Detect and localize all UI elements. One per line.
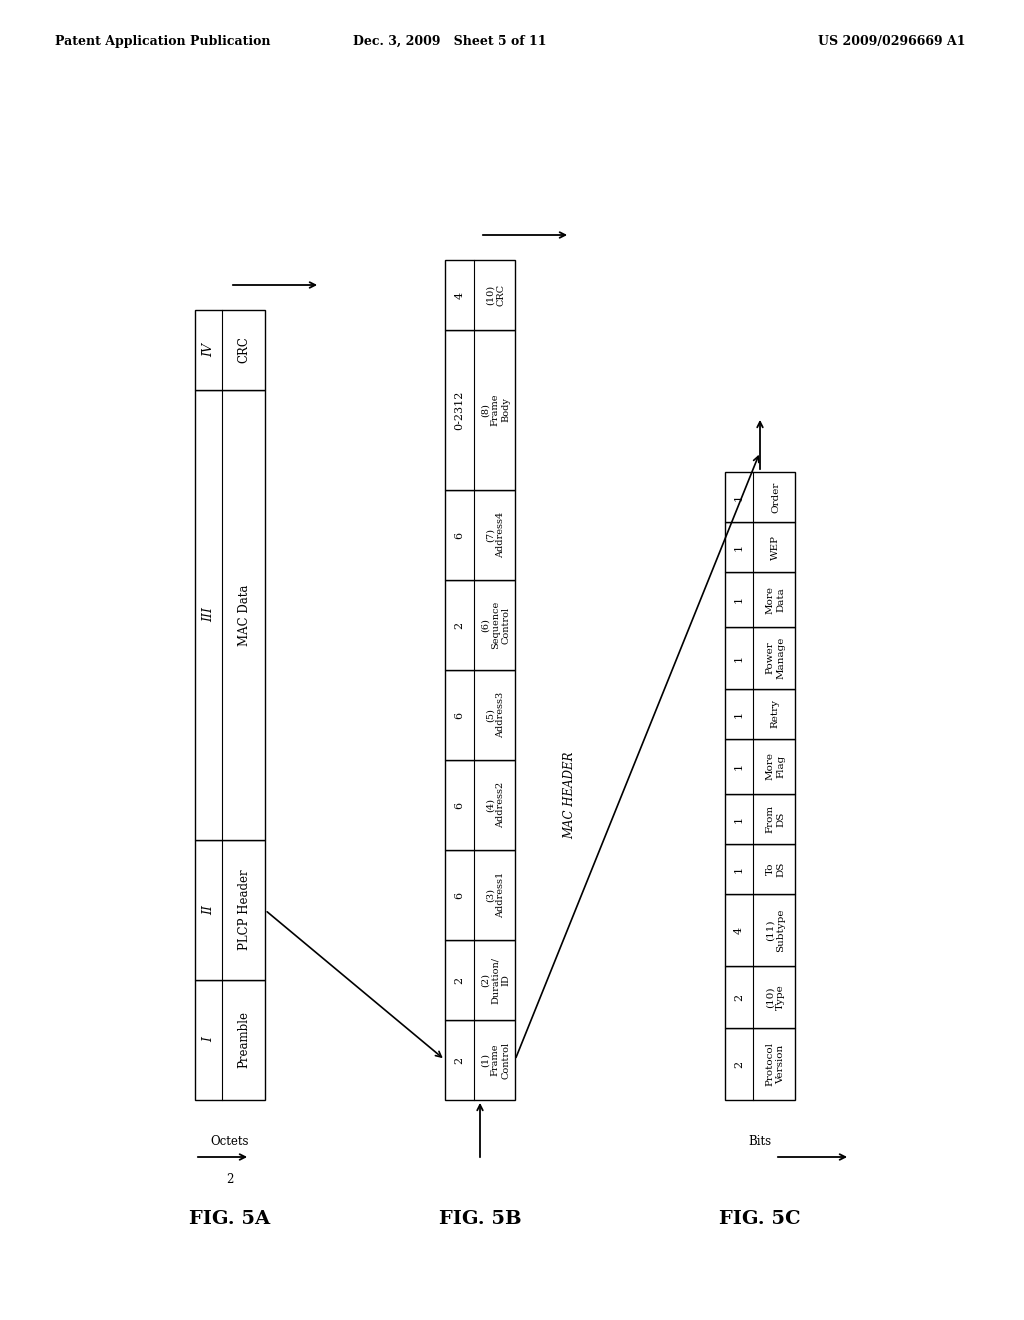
Text: Octets: Octets — [211, 1135, 249, 1148]
Text: (1)
Frame
Control: (1) Frame Control — [480, 1041, 510, 1078]
Text: I: I — [202, 1038, 215, 1043]
Text: (2)
Duration/
ID: (2) Duration/ ID — [480, 957, 510, 1003]
Text: MAC Data: MAC Data — [238, 585, 251, 645]
Text: 2: 2 — [226, 1173, 233, 1185]
Text: 2: 2 — [455, 1056, 465, 1064]
Text: 1: 1 — [734, 816, 744, 822]
Text: 4: 4 — [734, 927, 744, 933]
Text: Power
Manage: Power Manage — [766, 636, 785, 680]
Bar — [195, 389, 265, 840]
Text: (10)
Type: (10) Type — [766, 985, 785, 1010]
Text: (8)
Frame
Body: (8) Frame Body — [480, 393, 510, 426]
Text: More
Flag: More Flag — [766, 752, 785, 780]
Bar — [195, 840, 265, 979]
Text: 1: 1 — [734, 544, 744, 550]
Bar — [725, 795, 795, 843]
Bar — [445, 940, 515, 1020]
Bar — [445, 330, 515, 490]
Text: (5)
Address3: (5) Address3 — [485, 692, 505, 738]
Bar — [725, 627, 795, 689]
Text: (7)
Address4: (7) Address4 — [485, 512, 505, 558]
Text: FIG. 5A: FIG. 5A — [189, 1210, 270, 1228]
Text: (11)
Subtype: (11) Subtype — [766, 908, 785, 952]
Text: 1: 1 — [734, 494, 744, 500]
Text: From
DS: From DS — [766, 805, 785, 833]
Text: II: II — [202, 906, 215, 915]
Text: Protocol
Version: Protocol Version — [766, 1041, 785, 1086]
Bar — [445, 579, 515, 671]
Text: (4)
Address2: (4) Address2 — [485, 781, 505, 828]
Text: WEP: WEP — [771, 535, 780, 560]
Bar — [445, 850, 515, 940]
Bar — [445, 1020, 515, 1100]
Bar — [725, 521, 795, 572]
Bar — [725, 689, 795, 739]
Bar — [725, 894, 795, 966]
Text: IV: IV — [202, 343, 215, 356]
Text: Patent Application Publication: Patent Application Publication — [55, 36, 270, 48]
Text: More
Data: More Data — [766, 586, 785, 614]
Bar — [445, 490, 515, 579]
Text: Bits: Bits — [749, 1135, 771, 1148]
Text: FIG. 5B: FIG. 5B — [438, 1210, 521, 1228]
Text: Order: Order — [771, 482, 780, 512]
Bar — [445, 671, 515, 760]
Text: FIG. 5C: FIG. 5C — [719, 1210, 801, 1228]
Text: 2: 2 — [455, 622, 465, 628]
Text: 6: 6 — [455, 801, 465, 809]
Bar — [725, 843, 795, 894]
Text: (6)
Sequence
Control: (6) Sequence Control — [480, 601, 510, 649]
Bar — [725, 473, 795, 521]
Text: 2: 2 — [734, 994, 744, 1001]
Text: 6: 6 — [455, 532, 465, 539]
Bar — [445, 260, 515, 330]
Text: 2: 2 — [734, 1060, 744, 1068]
Text: 1: 1 — [734, 655, 744, 661]
Bar — [195, 310, 265, 389]
Text: (10)
CRC: (10) CRC — [485, 284, 505, 306]
Text: 0-2312: 0-2312 — [455, 391, 465, 430]
Bar — [195, 979, 265, 1100]
Text: PLCP Header: PLCP Header — [238, 870, 251, 950]
Text: Preamble: Preamble — [238, 1011, 251, 1068]
Text: To
DS: To DS — [766, 862, 785, 876]
Text: CRC: CRC — [238, 337, 251, 363]
Text: (3)
Address1: (3) Address1 — [485, 873, 505, 919]
Bar — [445, 760, 515, 850]
Text: 1: 1 — [734, 866, 744, 873]
Bar — [725, 1028, 795, 1100]
Text: 6: 6 — [455, 711, 465, 718]
Text: 1: 1 — [734, 710, 744, 718]
Text: MAC HEADER: MAC HEADER — [563, 751, 577, 838]
Text: 1: 1 — [734, 763, 744, 770]
Text: 1: 1 — [734, 595, 744, 603]
Text: 6: 6 — [455, 891, 465, 899]
Bar — [725, 966, 795, 1028]
Bar — [725, 572, 795, 627]
Text: Retry: Retry — [771, 700, 780, 729]
Text: 4: 4 — [455, 292, 465, 298]
Bar — [725, 739, 795, 795]
Text: III: III — [202, 607, 215, 623]
Text: Dec. 3, 2009   Sheet 5 of 11: Dec. 3, 2009 Sheet 5 of 11 — [353, 36, 547, 48]
Text: 2: 2 — [455, 977, 465, 983]
Text: US 2009/0296669 A1: US 2009/0296669 A1 — [817, 36, 965, 48]
